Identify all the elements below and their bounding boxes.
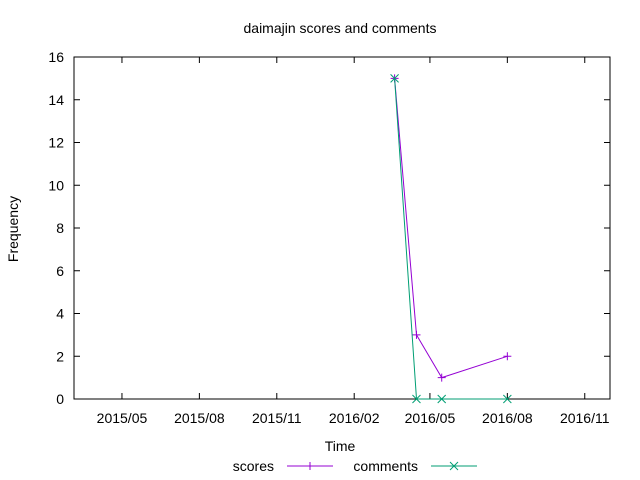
y-tick-label: 14: [48, 92, 64, 108]
marker-stroke: [449, 461, 459, 471]
x-tick-label: 2016/02: [329, 410, 380, 426]
y-tick-label: 2: [56, 348, 64, 364]
legend-marker: [306, 462, 314, 470]
series-line-comments: [394, 78, 508, 400]
chart-title: daimajin scores and comments: [244, 20, 437, 36]
y-axis-label: Frequency: [5, 196, 21, 262]
data-point-scores: [437, 373, 446, 382]
legend-item-scores: scores: [233, 458, 333, 474]
y-tick-label: 12: [48, 135, 64, 151]
y-tick-label: 6: [56, 263, 64, 279]
data-point-scores: [412, 330, 421, 339]
x-axis-label: Time: [325, 438, 356, 454]
marker-stroke: [390, 74, 399, 83]
legend: scores comments: [233, 458, 477, 474]
data-point-comments: [437, 394, 447, 404]
x-tick-label: 2016/05: [405, 410, 456, 426]
data-point-comments: [502, 394, 512, 404]
y-tick-label: 8: [56, 220, 64, 236]
legend-item-comments: comments: [353, 458, 477, 474]
x-tick-label: 2016/11: [560, 410, 610, 426]
y-tick-label: 10: [48, 177, 64, 193]
x-tick-label: 2015/11: [252, 410, 302, 426]
data-point-scores: [503, 352, 512, 361]
series-line-scores: [394, 78, 508, 379]
y-tick-label: 4: [56, 306, 64, 322]
legend-label: comments: [353, 458, 418, 474]
data-point-comments: [390, 74, 399, 83]
y-tick-label: 16: [48, 49, 64, 65]
marker-stroke: [412, 394, 421, 404]
data-point-comments: [412, 394, 421, 404]
legend-label: scores: [233, 458, 274, 474]
marker-stroke: [437, 394, 447, 404]
plot-area: 0 2 4 6 8 10 12 14 16 2015/05 2015/08 2015/11 2016/0…: [48, 49, 611, 426]
legend-marker: [449, 461, 459, 471]
y-tick-label: 0: [56, 391, 64, 407]
plot-frame: [73, 56, 611, 400]
x-tick-label: 2015/05: [97, 410, 148, 426]
x-tick-label: 2015/08: [174, 410, 225, 426]
x-tick-label: 2016/08: [482, 410, 533, 426]
marker-stroke: [502, 394, 512, 404]
